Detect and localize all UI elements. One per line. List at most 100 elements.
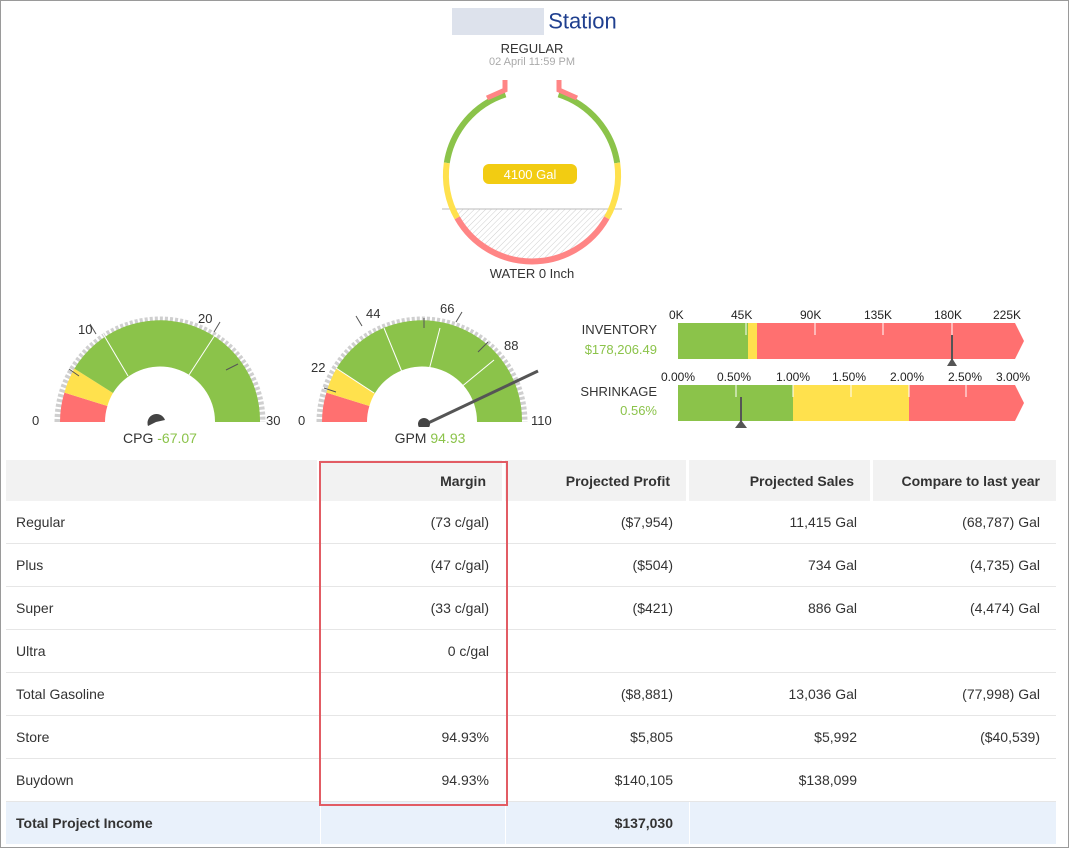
tank-product: REGULAR (500, 41, 564, 56)
gpm-tick-label-66: 66 (440, 301, 455, 316)
inv-scale-4: 180K (934, 308, 963, 322)
cell-product: Store (6, 716, 320, 759)
shr-scale-4: 2.00% (890, 370, 925, 384)
cell-profit: $5,805 (505, 716, 689, 759)
cell-compare (873, 759, 1056, 802)
tank-neck-left (485, 80, 508, 101)
cell-product: Buydown (6, 759, 320, 802)
tank-timestamp: 02 April 11:59 PM (488, 56, 575, 68)
cell-compare: (77,998) Gal (873, 673, 1056, 716)
total-label: Total Project Income (6, 802, 320, 844)
table-header-row: Margin Projected Profit Projected Sales … (6, 460, 1056, 501)
cpg-readout: CPG -67.07 (100, 430, 220, 446)
cell-compare: (68,787) Gal (873, 501, 1056, 544)
shr-scale-2: 1.00% (776, 370, 811, 384)
inventory-bar (678, 323, 1024, 366)
col-header-projected-sales[interactable]: Projected Sales (689, 460, 873, 501)
cell-sales: 886 Gal (689, 587, 873, 630)
shrinkage-value: 0.56% (620, 403, 657, 418)
inv-scale-3: 135K (864, 308, 893, 322)
cpg-band-red (59, 392, 108, 422)
inv-scale-0: 0K (669, 308, 684, 322)
shr-scale-6: 3.00% (996, 370, 1031, 384)
table-row: Buydown 94.93% $140,105 $138,099 (6, 759, 1056, 802)
cell-margin: 0 c/gal (320, 630, 505, 673)
gpm-gauge (316, 311, 539, 427)
shr-scale-3: 1.50% (832, 370, 867, 384)
cpg-tick-label-10: 10 (78, 322, 93, 337)
table-row: Store 94.93% $5,805 $5,992 ($40,539) (6, 716, 1056, 759)
cpg-band-green (74, 320, 261, 422)
col-header-compare-last-year[interactable]: Compare to last year (873, 460, 1056, 501)
inv-scale-5: 225K (993, 308, 1022, 322)
cell-profit: ($421) (505, 587, 689, 630)
cpg-needle-hub (147, 413, 165, 426)
cell-sales: $5,992 (689, 716, 873, 759)
cell-sales: 734 Gal (689, 544, 873, 587)
table-row: Ultra 0 c/gal (6, 630, 1056, 673)
cell-sales: 11,415 Gal (689, 501, 873, 544)
cpg-value: -67.07 (157, 430, 197, 446)
gpm-minor-a (323, 387, 337, 393)
tank-neck-right (556, 80, 579, 101)
inventory-band-red (757, 323, 1024, 359)
cell-margin: (47 c/gal) (320, 544, 505, 587)
cell-profit: ($8,881) (505, 673, 689, 716)
projection-table: Margin Projected Profit Projected Sales … (6, 460, 1056, 844)
col-header-projected-profit[interactable]: Projected Profit (505, 460, 689, 501)
page-title: Station (548, 8, 617, 34)
margin-column-highlight (319, 461, 508, 806)
cell-sales (689, 630, 873, 673)
cell-margin: (73 c/gal) (320, 501, 505, 544)
tank-arc-yellow-left (442, 162, 460, 220)
gpm-tick-label-44: 44 (366, 306, 381, 321)
gpm-needle-hub (418, 418, 430, 427)
gpm-label: GPM (394, 430, 427, 446)
cell-profit: ($7,954) (505, 501, 689, 544)
shrinkage-label: SHRINKAGE (580, 384, 657, 399)
cpg-band-yellow (64, 368, 113, 406)
cell-sales: 13,036 Gal (689, 673, 873, 716)
cpg-major-tick-20 (213, 321, 221, 333)
inventory-marker-arrow (947, 358, 957, 366)
water-label: WATER 0 Inch (489, 266, 575, 281)
cell-product: Regular (6, 501, 320, 544)
gpm-max: 110 (531, 413, 552, 428)
cell-product: Super (6, 587, 320, 630)
col-header-margin[interactable]: Margin (320, 460, 505, 501)
cell-product: Plus (6, 544, 320, 587)
cell-profit: ($504) (505, 544, 689, 587)
gpm-tick-88 (459, 359, 495, 389)
cell-margin (320, 673, 505, 716)
station-title: Station (0, 8, 1069, 35)
cell-margin: (33 c/gal) (320, 587, 505, 630)
cpg-gauge (54, 316, 266, 426)
inventory-label: INVENTORY (581, 322, 657, 337)
gpm-tick-66 (427, 327, 441, 375)
cell-compare: ($40,539) (873, 716, 1056, 759)
gpm-readout: GPM 94.93 (370, 430, 490, 446)
col-header-product[interactable] (6, 460, 320, 501)
cell-compare: (4,735) Gal (873, 544, 1056, 587)
cpg-tick-b (225, 363, 239, 371)
gpm-tick-44 (383, 327, 403, 373)
table-total-row: Total Project Income $137,030 (6, 802, 1056, 844)
shr-scale-5: 2.50% (948, 370, 983, 384)
cell-product: Total Gasoline (6, 673, 320, 716)
cell-profit (505, 630, 689, 673)
tank-arc-yellow-right (604, 162, 622, 220)
gpm-tick-label-22: 22 (311, 360, 326, 375)
cpg-tick-20 (186, 334, 216, 379)
gpm-tick-label-88: 88 (504, 338, 519, 353)
water-level-fill (448, 209, 616, 260)
gpm-outer-ring (316, 316, 528, 423)
gpm-value: 94.93 (430, 430, 466, 446)
cpg-tick-10 (101, 331, 129, 377)
cell-compare (873, 630, 1056, 673)
cpg-min: 0 (32, 413, 40, 428)
gpm-band-yellow (326, 368, 375, 406)
total-sales (689, 802, 1056, 844)
cell-product: Ultra (6, 630, 320, 673)
shr-scale-0: 0.00% (661, 370, 696, 384)
gpm-needle (425, 369, 539, 426)
